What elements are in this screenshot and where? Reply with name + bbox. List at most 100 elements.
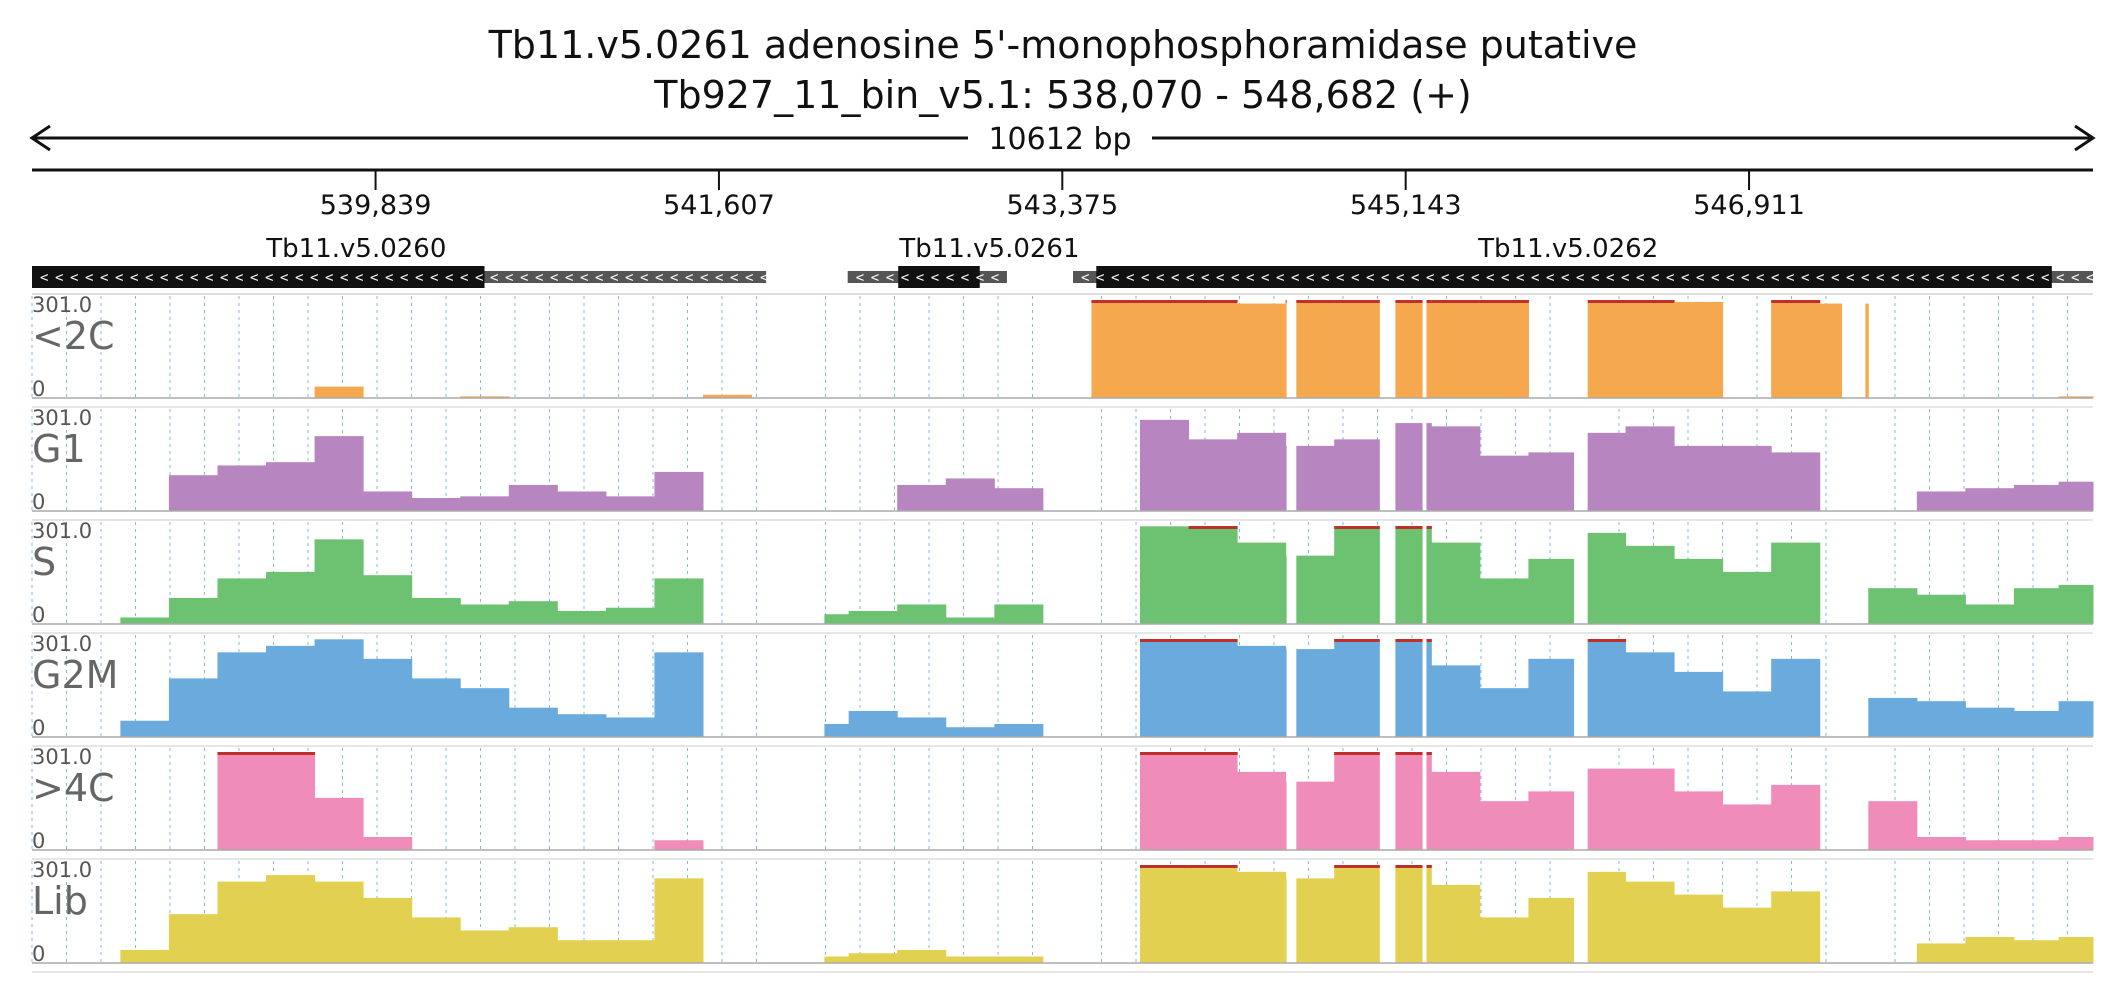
track-max-label: 301.0 — [32, 519, 92, 543]
coverage-gap — [764, 748, 825, 850]
coverage-bar — [1188, 752, 1238, 850]
coverage-bar — [168, 678, 218, 737]
coverage-bar — [1674, 791, 1724, 850]
coverage-bar — [120, 720, 170, 737]
coverage-bar — [1528, 452, 1578, 511]
strand-chevron: < — [1231, 270, 1239, 286]
strand-chevron: < — [430, 270, 438, 286]
coverage-track: 301.0<2C 0 — [31, 293, 2094, 408]
axis-tick-label: 546,911 — [1693, 190, 1805, 221]
gene-cds — [898, 266, 980, 288]
strand-chevron: < — [1996, 270, 2004, 286]
strand-chevron: < — [130, 270, 138, 286]
strand-chevron: < — [1906, 270, 1914, 286]
strand-chevron: < — [946, 270, 954, 286]
strand-chevron: < — [610, 270, 618, 286]
coverage-bar — [2013, 588, 2060, 624]
coverage-bar — [1334, 752, 1384, 850]
coverage-bar — [1674, 301, 1724, 398]
saturation-mark — [1334, 865, 1384, 868]
strand-chevron: < — [1621, 270, 1629, 286]
coverage-bar — [1334, 439, 1384, 511]
saturation-mark — [1139, 865, 1190, 868]
coverage-bar — [1965, 707, 2015, 737]
strand-chevron: < — [520, 270, 528, 286]
coverage-bar — [2058, 836, 2094, 850]
gene-label: Tb11.v5.0262 — [1477, 234, 1658, 264]
strand-chevron: < — [355, 270, 363, 286]
track-min-label: 0 — [32, 377, 45, 401]
coverage-bar — [1868, 588, 1918, 624]
strand-chevron: < — [340, 270, 348, 286]
coverage-bar — [1965, 936, 2015, 963]
coverage-gap — [1422, 861, 1427, 963]
coverage-bar — [848, 610, 898, 624]
strand-chevron: < — [400, 270, 408, 286]
strand-chevron: < — [1711, 270, 1719, 286]
strand-chevron: < — [685, 270, 693, 286]
coverage-bar — [654, 578, 704, 624]
strand-chevron: < — [580, 270, 588, 286]
strand-chevron: < — [445, 270, 453, 286]
coverage-bar — [363, 491, 413, 511]
strand-chevron: < — [1876, 270, 1884, 286]
coverage-bar — [1916, 491, 1966, 511]
coverage-bar — [654, 840, 704, 850]
track-max-label: 301.0 — [32, 745, 92, 769]
coverage-bar — [1334, 526, 1384, 624]
coverage-gap — [764, 296, 825, 398]
coverage-bar — [1965, 604, 2015, 624]
coverage-bar — [1625, 768, 1675, 850]
coverage-gap — [1574, 635, 1588, 737]
strand-chevron: < — [1096, 270, 1104, 286]
strand-chevron: < — [1186, 270, 1194, 286]
strand-chevron: < — [1456, 270, 1464, 286]
coverage-bar — [1334, 300, 1384, 398]
axis-tick-label: 545,143 — [1350, 190, 1462, 221]
strand-chevron: < — [235, 270, 243, 286]
track-min-label: 0 — [32, 942, 45, 966]
coverage-bar — [1139, 526, 1190, 624]
span-arrow-head-right — [2074, 124, 2096, 152]
strand-chevron: < — [100, 270, 108, 286]
strand-chevron: < — [886, 270, 894, 286]
coverage-bar — [994, 723, 1044, 737]
strand-chevron: < — [1681, 270, 1689, 286]
coverage-bar — [168, 914, 218, 963]
strand-chevron: < — [535, 270, 543, 286]
coverage-gap — [1065, 296, 1075, 398]
coverage-bar — [1237, 645, 1287, 737]
strand-chevron: < — [1411, 270, 1419, 286]
coverage-bar — [557, 940, 607, 963]
coverage-bar — [2013, 710, 2060, 737]
strand-chevron: < — [1576, 270, 1584, 286]
saturation-mark — [1576, 300, 1627, 303]
coverage-bar — [1431, 542, 1481, 624]
coverage-bar — [1479, 801, 1529, 850]
coverage-gap — [1286, 296, 1297, 398]
coverage-bar — [1431, 665, 1481, 737]
strand-chevron: < — [175, 270, 183, 286]
coverage-gap — [1422, 296, 1427, 398]
gene-label: Tb11.v5.0261 — [898, 234, 1079, 264]
strand-chevron: < — [265, 270, 273, 286]
coverage-bar — [1722, 804, 1772, 850]
strand-chevron: < — [1141, 270, 1149, 286]
strand-chevron: < — [1246, 270, 1254, 286]
saturation-mark — [1188, 752, 1238, 755]
strand-chevron: < — [2026, 270, 2034, 286]
coverage-gap — [1286, 748, 1297, 850]
saturation-mark — [1334, 300, 1384, 303]
coverage-bar — [1722, 907, 1772, 963]
strand-chevron: < — [1786, 270, 1794, 286]
coverage-bar — [605, 940, 655, 963]
saturation-mark — [1334, 752, 1384, 755]
coverage-bar — [508, 707, 558, 737]
strand-chevron: < — [205, 270, 213, 286]
strand-chevron: < — [550, 270, 558, 286]
coverage-gap — [1422, 635, 1427, 737]
coverage-bar — [411, 678, 461, 737]
coverage-gap — [1422, 409, 1427, 511]
